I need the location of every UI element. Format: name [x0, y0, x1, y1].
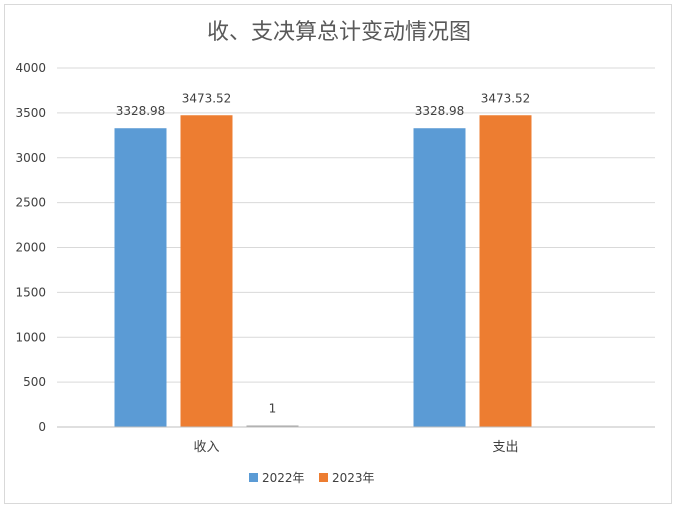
y-tick-label: 4000 — [15, 61, 46, 75]
y-tick-label: 500 — [23, 375, 46, 389]
legend-swatch — [319, 473, 328, 482]
y-axis-ticks: 0 500 1000 1500 2000 2500 3000 3500 4000 — [15, 61, 46, 434]
x-category-label: 收入 — [193, 440, 219, 455]
data-label: 3328.98 — [415, 104, 465, 118]
bar — [114, 128, 167, 427]
data-label: 3328.98 — [116, 104, 166, 118]
legend-swatch — [249, 473, 258, 482]
data-label: 1 — [269, 402, 277, 416]
x-axis-categories: 收入 支出 — [193, 440, 518, 455]
legend-label: 2022年 — [262, 471, 305, 485]
legend: 2022年 2023年 — [249, 471, 375, 485]
y-tick-label: 1500 — [15, 285, 46, 299]
y-tick-label: 3500 — [15, 106, 46, 120]
data-label: 3473.52 — [481, 91, 531, 105]
bar — [246, 425, 299, 427]
bar — [479, 115, 532, 427]
y-tick-label: 3000 — [15, 151, 46, 165]
data-label: 3473.52 — [182, 91, 232, 105]
bar — [180, 115, 233, 427]
y-tick-label: 0 — [38, 420, 46, 434]
bar — [413, 128, 466, 427]
legend-label: 2023年 — [332, 471, 375, 485]
x-category-label: 支出 — [492, 440, 518, 455]
bars — [114, 115, 532, 427]
data-labels: 3328.98 3473.52 1 3328.98 3473.52 — [116, 91, 531, 415]
y-tick-label: 2500 — [15, 196, 46, 210]
chart-title: 收、支决算总计变动情况图 — [207, 20, 471, 45]
y-tick-label: 1000 — [15, 330, 46, 344]
y-tick-label: 2000 — [15, 241, 46, 255]
